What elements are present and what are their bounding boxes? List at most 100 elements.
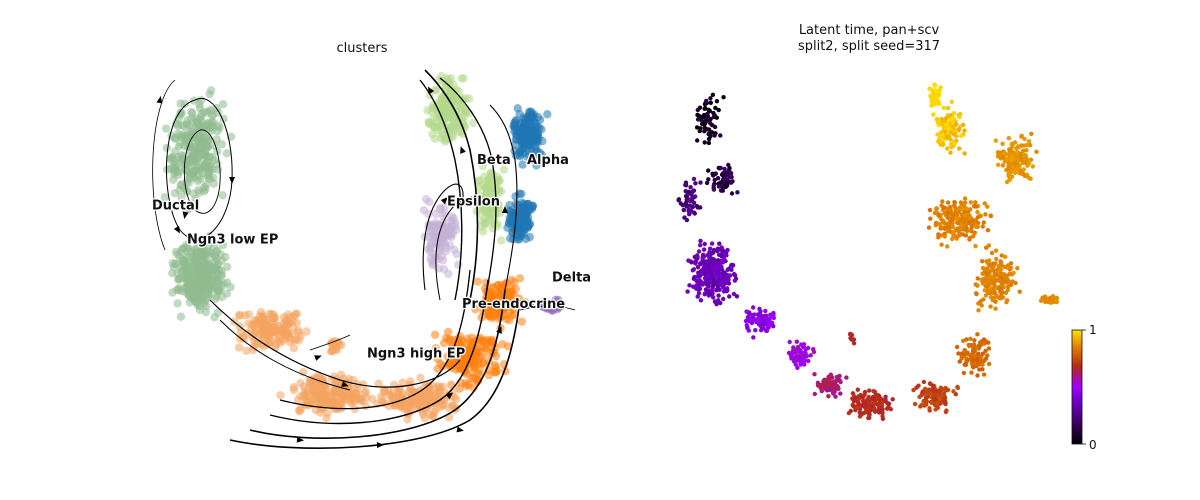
cell-point [981, 337, 987, 342]
cell-point [180, 141, 189, 151]
cell-point [963, 219, 968, 224]
cell-point [714, 265, 719, 270]
cell-point [959, 133, 964, 138]
cell-point [945, 200, 951, 205]
cell-point [940, 392, 945, 397]
cell-point [681, 207, 686, 213]
cell-point [871, 389, 876, 394]
cell-point [938, 222, 943, 227]
cell-point [472, 375, 481, 384]
cell-point [867, 406, 872, 411]
cell-point [996, 162, 1001, 167]
cell-point [956, 126, 962, 131]
cell-point [461, 94, 470, 103]
cell-point [359, 380, 368, 389]
cell-point [532, 161, 541, 170]
cell-point [959, 225, 964, 231]
cell-point [289, 343, 298, 353]
cell-point [710, 92, 716, 98]
cell-point [728, 180, 734, 185]
cell-point [1000, 163, 1006, 168]
cell-point [514, 221, 523, 230]
cell-point [441, 247, 451, 256]
streamline-arrowhead [526, 302, 534, 309]
cell-point [832, 385, 837, 390]
cell-point [218, 100, 228, 109]
cell-point [942, 396, 947, 401]
cell-point [222, 289, 232, 298]
cell-point [443, 352, 452, 361]
streamline-arrowhead [440, 197, 448, 205]
cell-point [994, 256, 999, 262]
cell-point [299, 392, 308, 401]
cell-point [721, 95, 726, 100]
cell-point [691, 176, 697, 182]
cell-point [515, 274, 525, 283]
cell-point [948, 150, 953, 155]
cell-point [771, 310, 776, 316]
cell-point [525, 232, 534, 242]
cell-point [856, 402, 861, 407]
cell-point [522, 130, 531, 139]
cell-point [876, 393, 881, 398]
cell-point [946, 229, 952, 234]
cell-point [554, 295, 563, 305]
cell-point [215, 286, 224, 295]
cell-point [964, 337, 969, 342]
cell-point [771, 315, 776, 321]
streamline-arrowhead [314, 355, 322, 361]
cell-point [981, 359, 986, 364]
cell-point [691, 284, 696, 289]
cell-point [515, 294, 524, 303]
colorbar-tick-label-min: 0 [1089, 438, 1097, 452]
cell-point [468, 118, 478, 128]
cell-point [969, 370, 974, 375]
cell-point [256, 308, 266, 317]
cell-point [951, 230, 956, 235]
cell-point [519, 113, 528, 122]
cell-point [468, 368, 477, 377]
cell-point [218, 240, 228, 250]
cell-point [923, 399, 929, 405]
cell-point [712, 177, 717, 183]
cell-point [964, 226, 969, 231]
cell-point [305, 396, 314, 406]
cell-point [235, 310, 244, 320]
streamline-arrowhead [469, 196, 476, 204]
cell-point [292, 309, 301, 318]
cell-point [880, 416, 886, 421]
cell-point [244, 310, 254, 319]
cell-point [944, 408, 949, 413]
cell-point [956, 233, 962, 238]
cell-point [517, 144, 527, 153]
cell-point [753, 328, 758, 333]
cell-point [948, 121, 953, 127]
cell-point [1012, 170, 1018, 176]
cell-point [223, 262, 232, 272]
latent-time-panel: Latent time, pan+scv split2, split seed=3… [676, 23, 1097, 452]
cell-point [714, 282, 719, 287]
cell-point [473, 345, 482, 354]
cell-point [726, 281, 732, 286]
cell-point [973, 243, 978, 249]
cell-point [962, 196, 968, 201]
cell-point [718, 300, 723, 306]
cell-point [973, 200, 978, 205]
cell-point [708, 134, 713, 139]
cell-point [726, 276, 731, 281]
cell-point [1003, 290, 1009, 295]
streamline-arrowhead [296, 436, 304, 443]
cell-point [1000, 272, 1006, 277]
cell-point [972, 338, 977, 343]
cell-point [729, 191, 735, 196]
cell-point [282, 332, 291, 341]
cell-point [918, 404, 923, 409]
cell-point [204, 284, 213, 294]
cell-point [997, 268, 1003, 273]
cell-point [182, 186, 192, 195]
cell-point [938, 142, 943, 147]
cell-point [888, 407, 893, 412]
cluster-label: Delta [552, 271, 591, 286]
cell-point [968, 200, 974, 205]
cell-point [988, 295, 994, 300]
